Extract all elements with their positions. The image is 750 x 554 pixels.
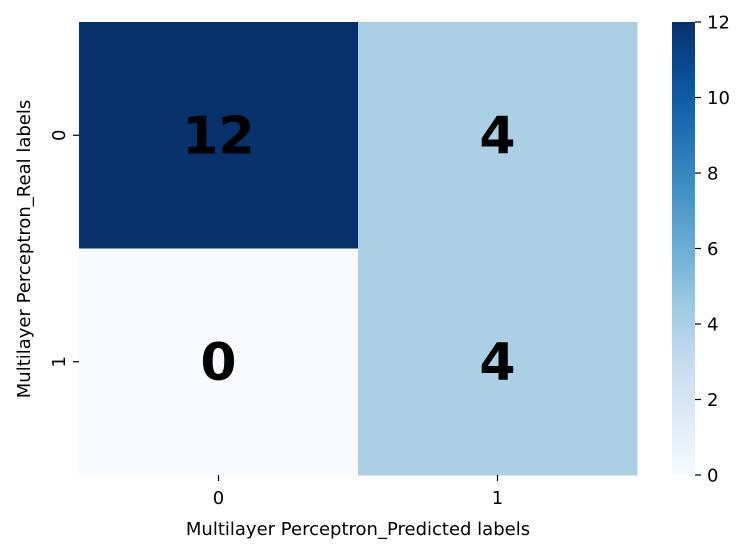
colorbar-tick-label: 6: [707, 239, 718, 260]
colorbar-tick-label: 0: [707, 466, 718, 487]
cell-value-label-r1-c1: 4: [479, 333, 515, 393]
y-axis-ticks: 01: [49, 130, 79, 367]
colorbar-tick-label: 10: [707, 88, 730, 109]
heatmap-cell-r1-c0: [79, 248, 359, 476]
colorbar-tick-label: 2: [707, 390, 718, 411]
colorbar-tick-label: 12: [707, 13, 730, 34]
heatmap-cell-r0-c1: [358, 22, 638, 249]
x-tick-label: 1: [492, 488, 503, 509]
heatmap-cell-r0-c0: [79, 22, 359, 249]
heatmap-cells: [79, 22, 638, 476]
x-tick-label: 0: [213, 488, 224, 509]
heatmap-cell-labels: 12 4 0 4: [182, 106, 515, 393]
colorbar: [672, 22, 695, 475]
cell-value-label-r0-c0: 12: [182, 106, 254, 166]
heatmap-cell-r1-c1: [358, 248, 638, 476]
cell-value-label-r0-c1: 4: [479, 106, 515, 166]
x-axis-label: Multilayer Perceptron_Predicted labels: [186, 519, 530, 540]
colorbar-ticks: 0 2 4 6 8 10 12: [695, 13, 730, 487]
cell-value-label-r1-c0: 0: [200, 333, 236, 393]
colorbar-tick-label: 8: [707, 164, 718, 185]
colorbar-gradient: [672, 22, 695, 475]
y-tick-label: 1: [49, 356, 70, 367]
y-tick-label: 0: [49, 130, 70, 141]
colorbar-tick-label: 4: [707, 315, 718, 336]
y-axis-label: Multilayer Perceptron_Real labels: [14, 100, 35, 399]
